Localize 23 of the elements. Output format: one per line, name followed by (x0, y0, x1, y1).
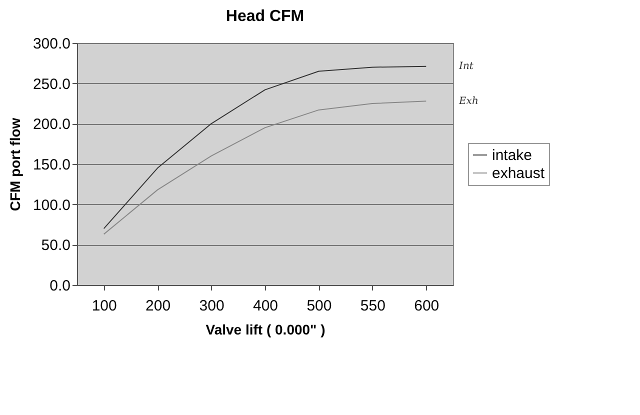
legend-label: exhaust (492, 165, 546, 182)
text: Exh (458, 96, 478, 107)
x-tick-label: 300 (199, 298, 224, 314)
y-tick-label: 150.0 (32, 156, 70, 174)
text: Int (458, 61, 474, 72)
y-tick-label: 300.0 (32, 36, 70, 52)
x-tick-label: 400 (252, 298, 278, 314)
line-series (103, 66, 427, 230)
y-tick-label: 100.0 (32, 196, 70, 214)
y-tick-label: 200.0 (32, 116, 70, 134)
x-tick-label: 100 (92, 298, 117, 314)
y-tick-label: 250.0 (32, 76, 70, 93)
y-axis-title: CFM port flow (6, 118, 23, 212)
line-series (103, 100, 427, 235)
x-axis-title: Valve lift ( 0.000" ) (206, 322, 326, 338)
chart-title: Head CFM (226, 8, 304, 25)
y-tick-label: 50.0 (41, 237, 70, 254)
x-tick-label: 600 (414, 298, 440, 314)
x-tick-label: 200 (146, 298, 171, 314)
x-tick-label: 500 (306, 298, 332, 314)
y-tick-label: 0.0 (50, 278, 70, 294)
x-tick-label: 550 (360, 298, 386, 314)
legend-label: intake (492, 147, 532, 164)
